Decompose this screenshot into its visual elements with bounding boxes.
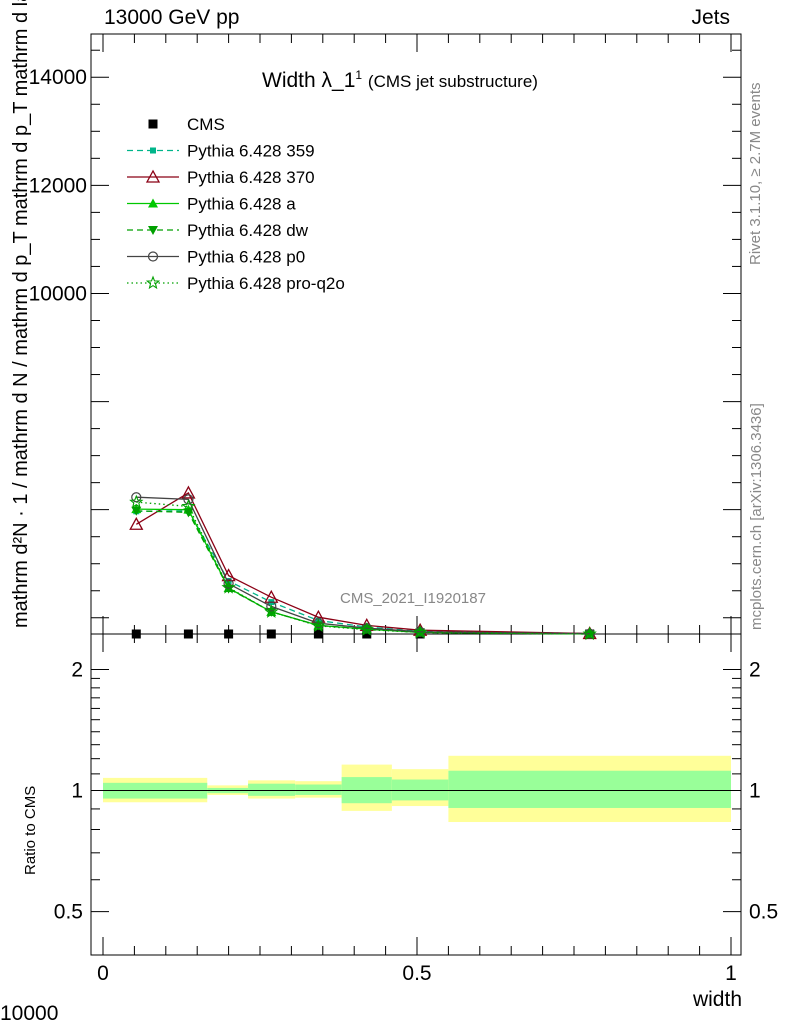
legend-entry-3: Pythia 6.428 a <box>127 195 296 214</box>
legend-label: Pythia 6.428 370 <box>187 168 315 187</box>
title-main: Width λ_1 <box>262 69 356 92</box>
data-point <box>181 498 196 513</box>
data-point <box>129 516 144 530</box>
data-point <box>359 622 374 636</box>
legend-label: Pythia 6.428 p0 <box>187 248 305 267</box>
ratio-y-tick-label: 0.5 <box>54 901 83 924</box>
legend-entry-0: CMS <box>148 115 225 134</box>
data-point <box>582 626 597 641</box>
series-line-5 <box>136 496 590 635</box>
x-axis-label: width <box>692 988 742 1011</box>
header-left: 13000 GeV pp <box>104 6 240 29</box>
main-y-tick-label: 10000 <box>29 282 87 305</box>
data-point <box>311 618 326 632</box>
legend-marker <box>147 251 159 262</box>
ratio-y-tick-label: 2 <box>71 658 83 681</box>
data-point <box>129 494 144 509</box>
series-2 <box>129 485 597 640</box>
legend-marker <box>145 275 161 290</box>
data-point <box>183 494 194 505</box>
ratio-band-inner-5 <box>391 779 449 801</box>
data-point <box>264 604 279 618</box>
legend-entry-2: Pythia 6.428 370 <box>127 168 315 187</box>
series-line-6 <box>136 501 590 635</box>
legend-marker <box>148 226 158 235</box>
legend-label: CMS <box>187 115 225 134</box>
x-tick-label: 0 <box>97 962 109 985</box>
data-point <box>131 629 141 639</box>
legend-marker <box>145 169 161 183</box>
series-line-3 <box>136 508 590 635</box>
ratio-y-tick-label-right: 0.5 <box>749 901 778 924</box>
title-sub: (CMS jet substructure) <box>367 72 538 91</box>
series-line-2 <box>135 491 590 635</box>
ratio-y-tick-label-right: 1 <box>749 780 761 803</box>
plot-title: Width λ_11 (CMS jet substructure) <box>262 68 538 93</box>
data-point <box>266 629 276 639</box>
legend-label: Pythia 6.428 pro-q2o <box>187 274 345 293</box>
legend-label: Pythia 6.428 a <box>187 195 296 214</box>
title-sup: 1 <box>355 68 363 82</box>
legend-label: Pythia 6.428 359 <box>187 142 315 161</box>
header-right: Jets <box>691 6 730 29</box>
data-point <box>223 578 234 589</box>
x-tick-label: 0.5 <box>402 962 431 985</box>
data-point <box>224 629 234 639</box>
legend-entry-1: Pythia 6.428 359 <box>127 142 315 161</box>
data-point <box>221 579 236 594</box>
data-point <box>183 629 193 639</box>
ratio-band-inner-6 <box>448 770 731 808</box>
legend-marker <box>150 147 156 154</box>
data-point <box>223 584 234 594</box>
ratio-y-tick-label-right: 2 <box>749 658 761 681</box>
legend-marker <box>148 119 158 129</box>
main-y-tick-label: 12000 <box>29 174 87 197</box>
legend-entry-5: Pythia 6.428 p0 <box>127 248 305 267</box>
x-tick-label: 1 <box>725 962 737 985</box>
series-5 <box>131 492 595 639</box>
data-point <box>131 492 142 503</box>
ratio-band-inner-3 <box>295 784 342 795</box>
legend-marker <box>148 198 158 208</box>
data-point <box>131 506 142 516</box>
legend-entry-6: Pythia 6.428 pro-q2o <box>127 274 345 293</box>
series-line-1 <box>136 510 590 635</box>
ratio-band-inner-2 <box>248 783 296 796</box>
legend-label: Pythia 6.428 dw <box>187 221 309 240</box>
analysis-label: CMS_2021_I1920187 <box>340 590 486 607</box>
series-line-4 <box>136 510 590 635</box>
main-y-tick-label: 14000 <box>29 66 87 89</box>
data-point <box>313 629 323 639</box>
data-point <box>266 601 277 612</box>
data-point <box>181 485 196 499</box>
ratio-y-tick-label: 1 <box>71 780 83 803</box>
data-point <box>412 624 428 639</box>
series-6 <box>129 494 597 641</box>
legend-entry-4: Pythia 6.428 dw <box>127 221 309 240</box>
corner-label: 10000 <box>0 1002 59 1025</box>
